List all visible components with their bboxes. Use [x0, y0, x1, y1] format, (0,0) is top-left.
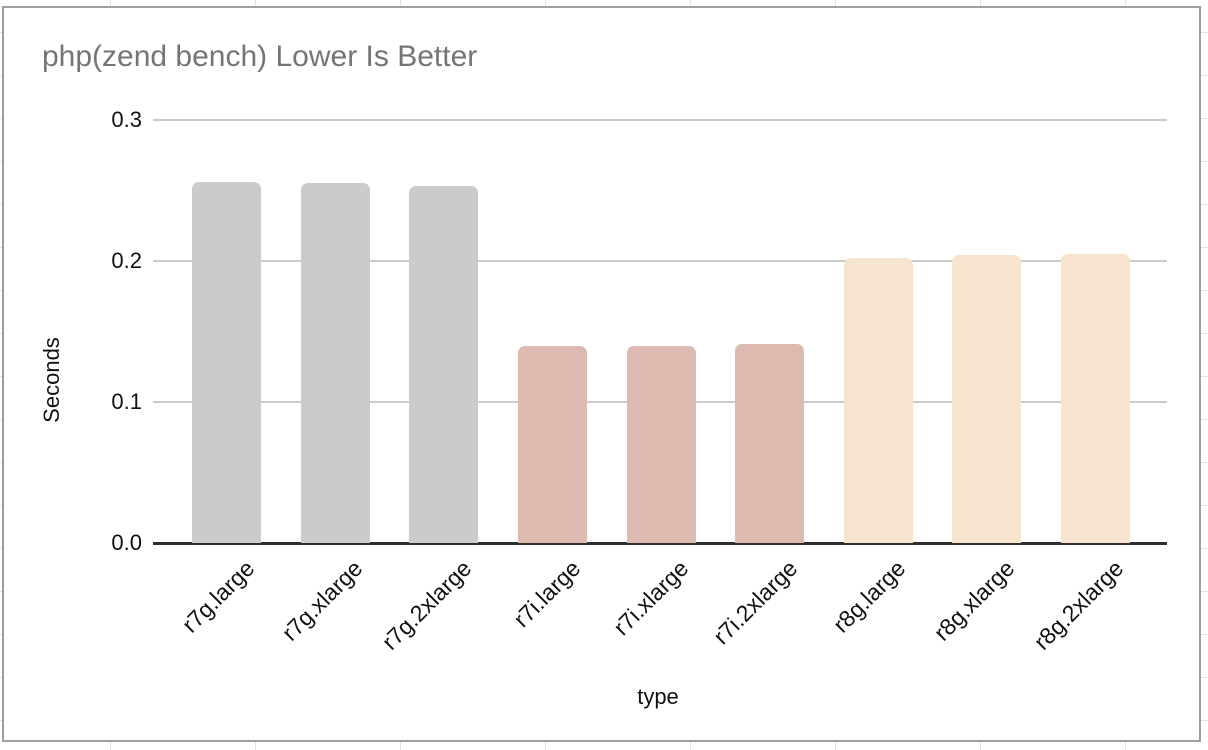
- x-axis-title: type: [637, 684, 679, 709]
- y-axis-tick-label: 0.0: [111, 530, 142, 555]
- bar-r7g.large[interactable]: [192, 182, 262, 543]
- bar-r7i.2xlarge[interactable]: [735, 344, 805, 543]
- y-axis-title: Seconds: [39, 337, 64, 423]
- gridline: [153, 260, 1167, 262]
- gridline: [153, 119, 1167, 121]
- chart-title: php(zend bench) Lower Is Better: [42, 40, 478, 73]
- x-axis-line: [153, 542, 1167, 545]
- bar-r7g.xlarge[interactable]: [300, 183, 370, 543]
- bar-r7g.2xlarge[interactable]: [409, 186, 479, 543]
- y-axis-tick-label: 0.2: [111, 248, 142, 273]
- y-axis-tick-label: 0.3: [111, 107, 142, 132]
- bar-r7i.xlarge[interactable]: [626, 345, 696, 543]
- bar-r8g.2xlarge[interactable]: [1061, 253, 1130, 543]
- bar-r7i.large[interactable]: [518, 345, 587, 543]
- bar-r8g.large[interactable]: [843, 258, 913, 543]
- y-axis-tick-label: 0.1: [111, 389, 142, 414]
- bar-r8g.xlarge[interactable]: [952, 255, 1022, 543]
